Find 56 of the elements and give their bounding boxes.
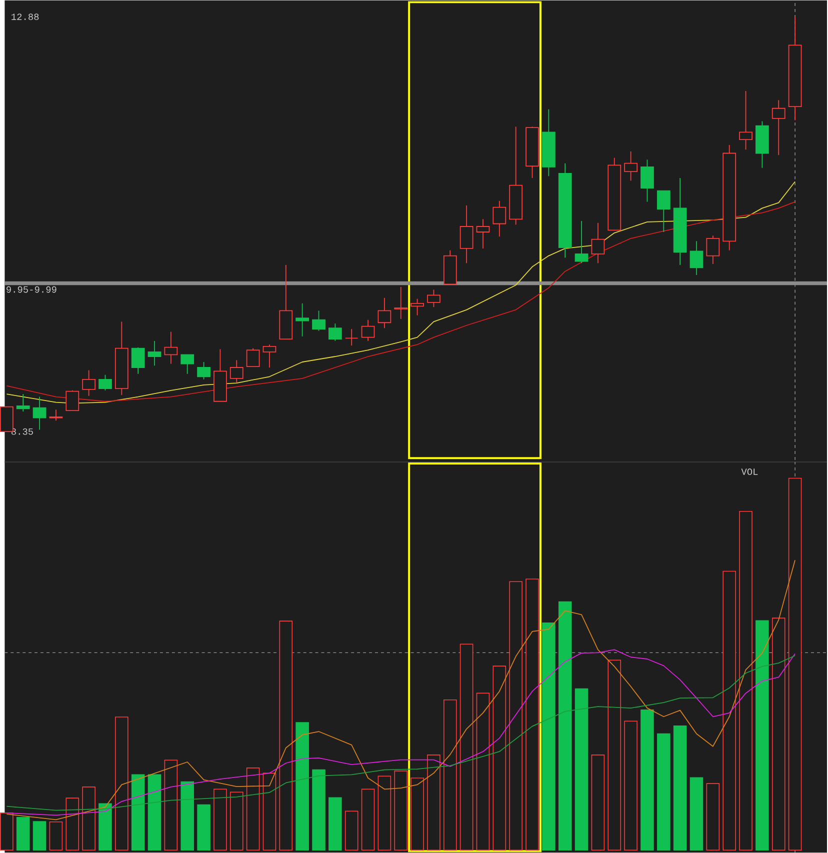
- bar: [542, 622, 556, 851]
- candlestick: [362, 319, 375, 342]
- candlestick: [739, 90, 753, 150]
- candlestick: [345, 328, 359, 346]
- chart-title: VOL: [742, 468, 758, 475]
- candlestick: [312, 310, 326, 332]
- bar: [33, 821, 46, 851]
- candlestick: [148, 340, 162, 366]
- candlestick: [640, 159, 654, 202]
- candlestick: [657, 190, 671, 232]
- candlestick: [592, 222, 605, 264]
- candlestick: [33, 396, 46, 430]
- y-tick-label: 12.88: [12, 14, 39, 20]
- candlestick: [246, 348, 260, 368]
- candlestick: [772, 100, 786, 156]
- bar: [296, 722, 310, 851]
- candlestick: [164, 331, 178, 364]
- candlestick: [427, 289, 441, 308]
- candlestick: [690, 240, 704, 276]
- bar: [690, 777, 704, 851]
- candlestick: [394, 286, 408, 320]
- candlestick: [230, 360, 244, 384]
- candlestick: [263, 344, 276, 368]
- candlestick: [328, 323, 342, 342]
- candlestick: [132, 346, 146, 374]
- candlestick: [50, 409, 63, 422]
- candlestick: [296, 302, 310, 337]
- candlestick: [476, 218, 490, 249]
- bar: [558, 601, 572, 851]
- bar: [575, 688, 588, 851]
- bar: [148, 774, 162, 851]
- candlestick: [492, 200, 506, 238]
- bar: [180, 781, 194, 851]
- bar: [756, 620, 770, 851]
- candlestick: [16, 394, 30, 412]
- bar: [640, 710, 654, 851]
- candlestick: [575, 220, 588, 264]
- candlestick: [66, 390, 80, 411]
- candlestick: [410, 298, 424, 316]
- bar: [197, 804, 211, 851]
- band-label: 9.95-9.99: [6, 286, 57, 293]
- candlestick: [624, 150, 638, 182]
- bar: [16, 817, 30, 851]
- candlestick: [98, 374, 112, 391]
- candlestick: [180, 354, 194, 374]
- bar: [312, 769, 326, 851]
- bar: [657, 733, 671, 851]
- bar: [328, 797, 342, 851]
- candlestick: [378, 297, 392, 329]
- candlestick: [460, 204, 474, 264]
- candlestick: [82, 370, 96, 396]
- candlestick: [706, 235, 720, 264]
- bar: [98, 803, 112, 851]
- candlestick: [197, 362, 211, 380]
- bar: [674, 726, 687, 851]
- bar: [132, 774, 145, 851]
